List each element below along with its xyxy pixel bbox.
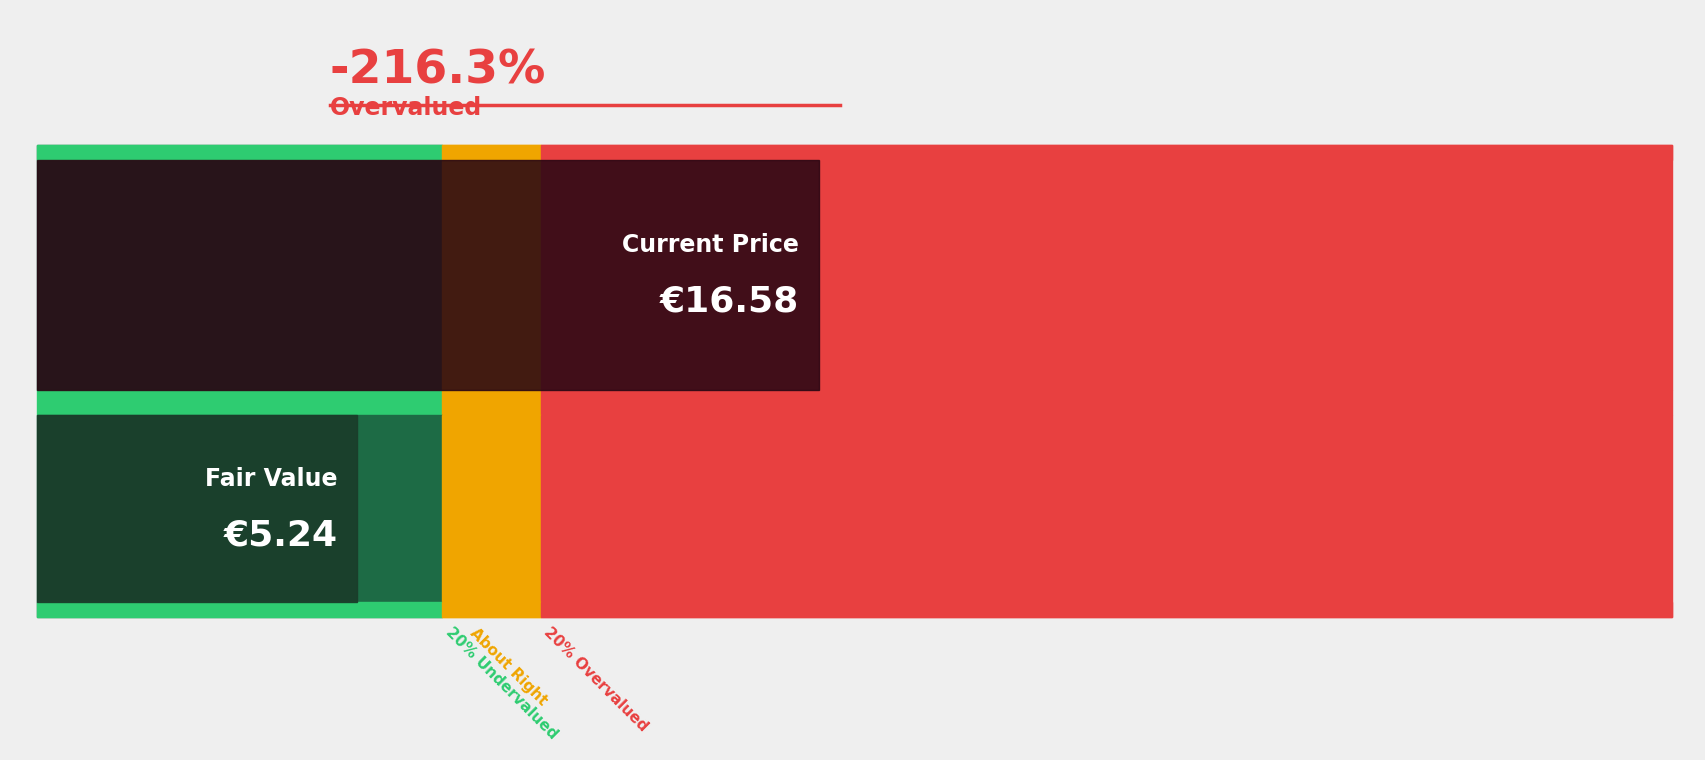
Text: €16.58: €16.58 [658, 285, 798, 319]
Bar [540, 390, 1671, 415]
Bar [442, 145, 540, 390]
Bar [38, 415, 358, 602]
Text: About Right: About Right [467, 625, 549, 708]
Bar [540, 415, 1671, 617]
Text: Fair Value: Fair Value [205, 467, 338, 490]
Bar [442, 602, 540, 617]
Text: Current Price: Current Price [621, 233, 798, 257]
Bar [442, 415, 540, 617]
Bar [38, 602, 442, 617]
Bar [540, 602, 1671, 617]
Text: 20% Undervalued: 20% Undervalued [442, 625, 559, 743]
Bar [442, 145, 540, 160]
Text: -216.3%: -216.3% [329, 48, 546, 93]
Bar [540, 145, 1671, 390]
Bar [38, 390, 442, 415]
Bar [442, 390, 540, 415]
Bar [540, 145, 1671, 160]
Bar [38, 415, 442, 617]
Bar [38, 145, 442, 160]
Bar [38, 160, 818, 390]
Bar [38, 145, 442, 390]
Text: 20% Overvalued: 20% Overvalued [540, 625, 650, 735]
Text: Overvalued: Overvalued [329, 96, 483, 120]
Text: €5.24: €5.24 [223, 518, 338, 553]
